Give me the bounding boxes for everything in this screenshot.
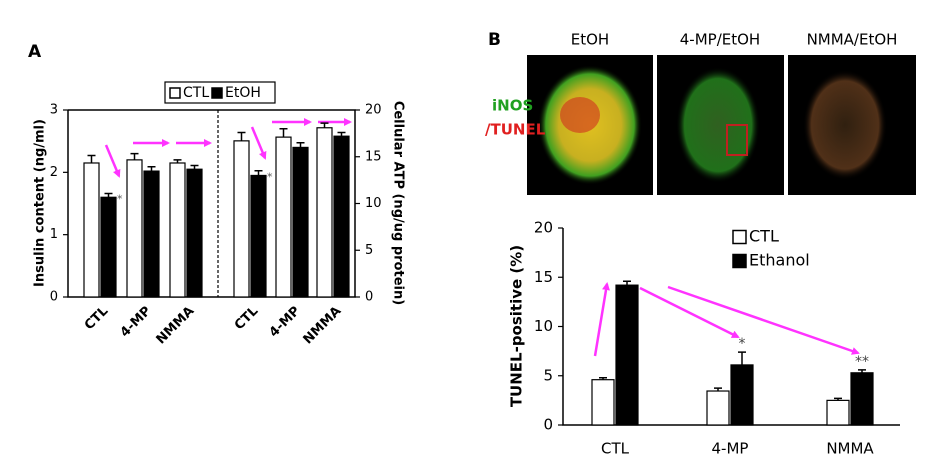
y2-tick-label: 5 (365, 243, 373, 258)
cell (803, 70, 887, 180)
bar (100, 196, 117, 298)
error-bar (858, 369, 866, 373)
micrographs (527, 55, 916, 195)
legend-label: Ethanol (749, 251, 810, 270)
x-tick-label: 4-MP (118, 304, 155, 341)
error-bar (714, 387, 722, 392)
significance-mark: * (117, 192, 123, 205)
stain-label: iNOS (492, 97, 533, 115)
bar (316, 127, 333, 298)
y-tick-label: 10 (534, 317, 553, 335)
bar (126, 159, 143, 298)
x-tick-label: CTL (601, 440, 630, 458)
error-bar (623, 280, 631, 286)
bar (706, 390, 730, 426)
bar (730, 364, 754, 426)
arrow (639, 286, 740, 339)
y2-tick-label: 0 (365, 290, 373, 305)
bar (591, 379, 615, 426)
arrows (104, 118, 860, 357)
cell-spot (560, 97, 600, 133)
legend-swatch (732, 229, 747, 245)
error-bar (279, 127, 288, 138)
column-title: NMMA/EtOH (807, 31, 898, 49)
y-tick-label: 0 (543, 416, 553, 434)
significance-mark: * (267, 170, 273, 183)
arrow (104, 144, 121, 178)
bar (333, 135, 350, 298)
bar (250, 174, 267, 298)
error-bar (104, 192, 113, 198)
y-tick-label: 0 (50, 290, 58, 305)
legend-label: CTL (749, 227, 779, 246)
bar (83, 162, 100, 298)
legend-label: EtOH (225, 85, 261, 101)
arrow (250, 126, 267, 160)
bar (615, 284, 639, 426)
column-title: 4-MP/EtOH (680, 31, 760, 49)
bar (143, 170, 160, 298)
error-bar (147, 165, 156, 172)
stain-label: /TUNEL (485, 121, 546, 139)
bar (186, 168, 203, 298)
error-bar (296, 141, 305, 148)
bar (850, 372, 874, 426)
arrow (667, 285, 860, 355)
x-tick-label: NMMA (826, 440, 874, 458)
bar (233, 140, 250, 298)
error-bar (173, 159, 182, 163)
cell-spot (726, 124, 748, 156)
axis-label: Cellular ATP (ng/ug protein) (391, 101, 406, 305)
legend-swatch (732, 253, 747, 269)
y2-tick-label: 20 (365, 103, 382, 118)
bar (169, 162, 186, 298)
y-tick-label: 1 (50, 227, 58, 242)
axis-label: TUNEL-positive (%) (508, 245, 526, 407)
significance-mark: * (739, 336, 746, 352)
error-bar (320, 122, 329, 128)
error-bar (738, 351, 746, 365)
y-tick-label: 5 (543, 366, 553, 384)
x-tick-label: CTL (232, 304, 261, 333)
bar (826, 399, 850, 426)
y-tick-label: 15 (534, 268, 553, 286)
y-tick-label: 2 (50, 165, 58, 180)
bar (292, 146, 309, 298)
error-bar (87, 154, 96, 163)
error-bar (237, 131, 246, 141)
panel-label: B (488, 30, 501, 50)
legend-swatch (169, 87, 181, 99)
x-tick-label: NMMA (301, 304, 345, 348)
x-tick-label: NMMA (154, 304, 198, 348)
significance-mark: ** (855, 354, 869, 370)
y2-tick-label: 15 (365, 149, 382, 164)
error-bar (190, 164, 199, 170)
error-bar (130, 152, 139, 160)
error-bar (254, 170, 263, 176)
axis-label: Insulin content (ng/ml) (33, 119, 48, 287)
x-tick-label: 4-MP (712, 440, 749, 458)
error-bar (599, 376, 607, 380)
error-bar (834, 397, 842, 401)
legend-swatch (211, 87, 223, 99)
y-tick-label: 3 (50, 103, 58, 118)
y2-tick-label: 10 (365, 196, 382, 211)
y-tick-label: 20 (534, 219, 553, 237)
bar (275, 136, 292, 298)
arrow (593, 282, 610, 357)
panel-label: A (28, 42, 42, 62)
x-tick-label: CTL (82, 304, 111, 333)
legend-label: CTL (183, 85, 209, 101)
error-bar (337, 131, 346, 137)
x-tick-label: 4-MP (267, 304, 304, 341)
column-title: EtOH (571, 31, 609, 49)
